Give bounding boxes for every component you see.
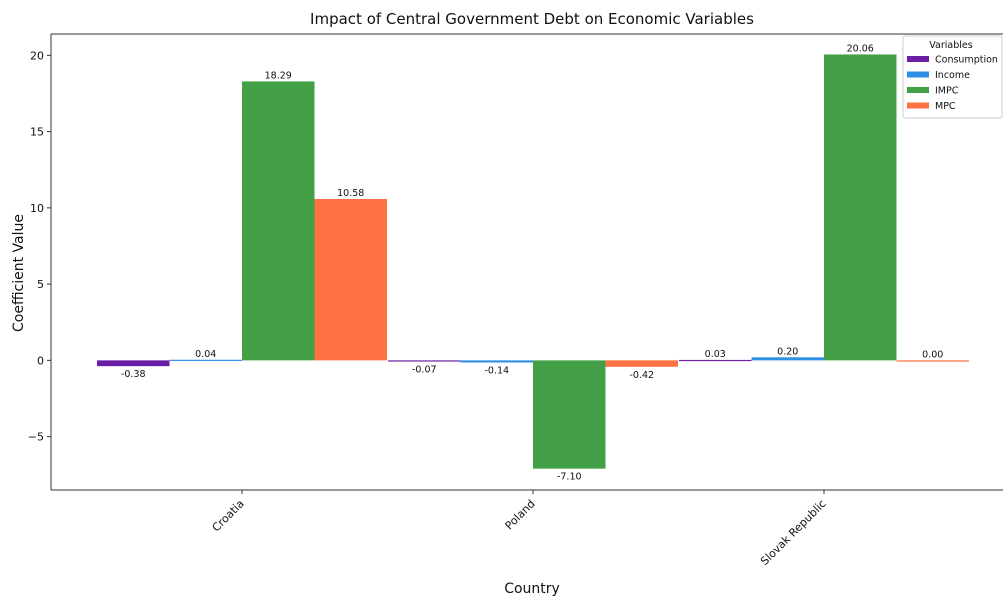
y-tick-label: −5 (28, 431, 44, 444)
bar-impc-slovak-republic (824, 54, 897, 361)
bar-income-slovak-republic (751, 357, 824, 361)
y-axis-label: Coefficient Value (11, 214, 27, 332)
bar-value-label: -0.14 (484, 366, 509, 377)
bar-mpc-croatia (314, 199, 387, 361)
legend-swatch-income (907, 71, 929, 78)
y-tick-label: 10 (30, 202, 44, 215)
bar-consumption-poland (388, 360, 461, 362)
bar-value-label: -7.10 (557, 472, 582, 483)
legend-label-consumption: Consumption (935, 55, 998, 66)
legend-label-mpc: MPC (935, 101, 956, 112)
bar-value-label: 0.04 (195, 349, 216, 360)
legend-swatch-impc (907, 87, 929, 93)
bar-impc-croatia (242, 81, 315, 361)
bar-consumption-croatia (97, 360, 170, 367)
bar-value-label: -0.07 (412, 364, 437, 375)
bar-value-label: 0.03 (705, 349, 726, 360)
y-tick-label: 15 (30, 126, 44, 139)
plot-area: −5 0 5 10 15 20 -0.38 -0.07 0.03 0.04 -0.14 0.20 18.… (28, 33, 1003, 568)
y-tick-label: 20 (30, 49, 44, 62)
legend-swatch-consumption (907, 56, 929, 62)
legend-label-impc: IMPC (935, 86, 959, 97)
y-tick-label: 5 (37, 278, 44, 291)
x-tick-label: Croatia (210, 497, 247, 534)
y-tick-label: 0 (37, 354, 44, 367)
legend-title: Variables (929, 40, 972, 51)
bar-income-poland (460, 360, 533, 363)
bar-value-label: 20.06 (847, 43, 874, 54)
bar-impc-poland (533, 360, 606, 469)
x-tick-label: Slovak Republic (758, 497, 829, 568)
bar-value-label: 0.20 (777, 346, 798, 357)
legend: Variables Consumption Income IMPC MPC (902, 35, 1003, 119)
bar-value-label: -0.42 (629, 370, 654, 381)
chart-title: Impact of Central Government Debt on Eco… (310, 10, 754, 28)
bar-mpc-poland (605, 360, 678, 367)
bar-value-label: 0.00 (922, 349, 943, 360)
x-axis-label: Country (504, 581, 560, 597)
bar-consumption-slovak-republic (679, 359, 752, 362)
bar-income-croatia (169, 359, 242, 361)
bar-value-label: 10.58 (337, 188, 364, 199)
bar-value-label: 18.29 (265, 70, 292, 81)
legend-swatch-mpc (907, 102, 929, 109)
legend-label-income: Income (935, 70, 970, 81)
x-tick-label: Poland (503, 497, 538, 532)
bar-value-label: -0.38 (121, 369, 146, 380)
bar-mpc-slovak-republic (896, 360, 969, 362)
